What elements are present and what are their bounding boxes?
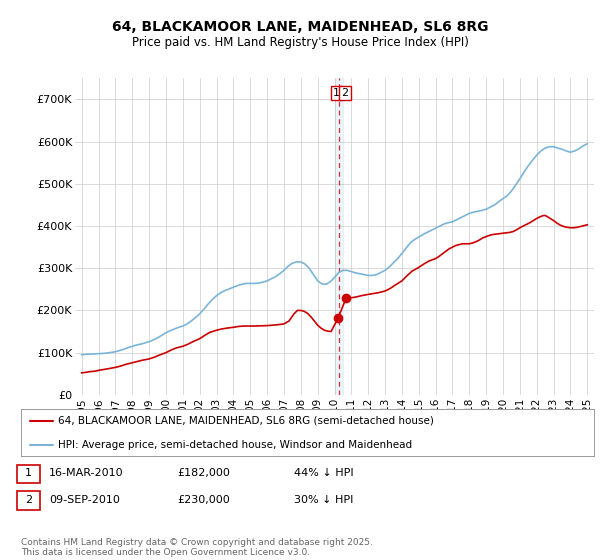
Text: 09-SEP-2010: 09-SEP-2010 [49,494,120,505]
Text: 2: 2 [25,494,32,505]
Text: HPI: Average price, semi-detached house, Windsor and Maidenhead: HPI: Average price, semi-detached house,… [58,440,412,450]
Text: Price paid vs. HM Land Registry's House Price Index (HPI): Price paid vs. HM Land Registry's House … [131,36,469,49]
Text: 1: 1 [333,88,340,98]
Text: 30% ↓ HPI: 30% ↓ HPI [294,494,353,505]
Text: 44% ↓ HPI: 44% ↓ HPI [294,468,353,478]
Bar [335,78,343,395]
Text: Contains HM Land Registry data © Crown copyright and database right 2025.
This d: Contains HM Land Registry data © Crown c… [21,538,373,557]
Text: 64, BLACKAMOOR LANE, MAIDENHEAD, SL6 8RG: 64, BLACKAMOOR LANE, MAIDENHEAD, SL6 8RG [112,20,488,34]
Text: 64, BLACKAMOOR LANE, MAIDENHEAD, SL6 8RG (semi-detached house): 64, BLACKAMOOR LANE, MAIDENHEAD, SL6 8RG… [58,416,434,426]
Text: 1: 1 [25,468,32,478]
Text: 16-MAR-2010: 16-MAR-2010 [49,468,124,478]
Text: 2: 2 [341,88,349,98]
Text: £182,000: £182,000 [177,468,230,478]
Text: £230,000: £230,000 [177,494,230,505]
